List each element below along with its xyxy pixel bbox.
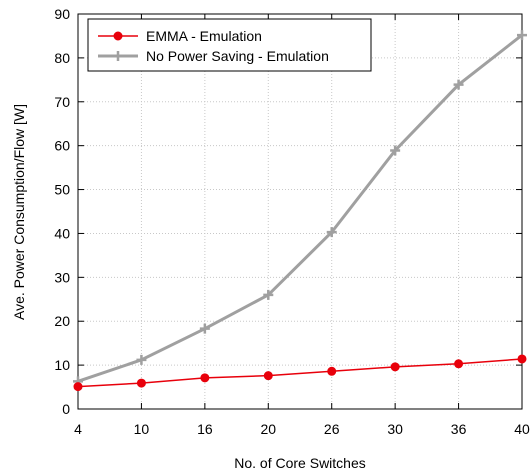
data-point [453,79,464,90]
data-point [200,373,210,383]
y-tick-label: 50 [54,182,70,198]
data-point [326,227,337,238]
data-point [199,323,210,334]
plot-frame [77,13,523,410]
data-point [263,371,273,381]
y-tick-label: 20 [54,313,70,329]
x-axis-label: No. of Core Switches [234,455,366,471]
y-tick-label: 10 [54,357,70,373]
legend-box [87,18,372,72]
x-tick-label: 30 [387,421,403,437]
legend-entry: EMMA - Emulation [98,28,262,44]
legend-marker [113,51,123,61]
data-point [136,354,147,365]
x-tick-label: 4 [74,421,82,437]
y-axis: 0 10 20 30 40 50 60 70 80 90 [54,6,522,417]
data-series [73,30,527,392]
data-point [136,378,146,388]
x-tick-label: 26 [324,421,340,437]
data-point [263,289,274,300]
legend-items: EMMA - Emulation No Power Saving - Emulat… [98,28,329,64]
data-point [390,145,401,156]
legend: EMMA - Emulation No Power Saving - Emulat… [87,18,372,72]
data-point [73,382,83,392]
data-point [390,362,400,372]
legend-label: No Power Saving - Emulation [146,48,329,64]
data-point [517,354,527,364]
x-tick-label: 40 [514,421,530,437]
series-line [77,358,523,388]
y-tick-label: 0 [62,401,70,417]
y-tick-label: 60 [54,138,70,154]
data-point [517,30,527,41]
y-tick-label: 30 [54,269,70,285]
legend-entry: No Power Saving - Emulation [98,48,329,64]
y-tick-label: 40 [54,225,70,241]
data-point [327,366,337,376]
y-tick-label: 80 [54,50,70,66]
legend-label: EMMA - Emulation [146,28,262,44]
x-tick-label: 36 [451,421,467,437]
y-axis-label: Ave. Power Consumption/Flow [W] [11,104,27,320]
x-tick-label: 10 [134,421,150,437]
x-tick-label: 16 [197,421,213,437]
x-tick-label: 20 [260,421,276,437]
x-axis: 4 10 16 20 26 30 36 40 [74,14,530,437]
legend-marker [113,31,123,41]
series-no-power-saving [73,30,527,387]
y-tick-label: 70 [54,94,70,110]
series-line [77,33,523,383]
series-emma [73,354,527,392]
y-tick-label: 90 [54,6,70,22]
data-point [454,359,464,369]
grid-lines [78,14,522,409]
